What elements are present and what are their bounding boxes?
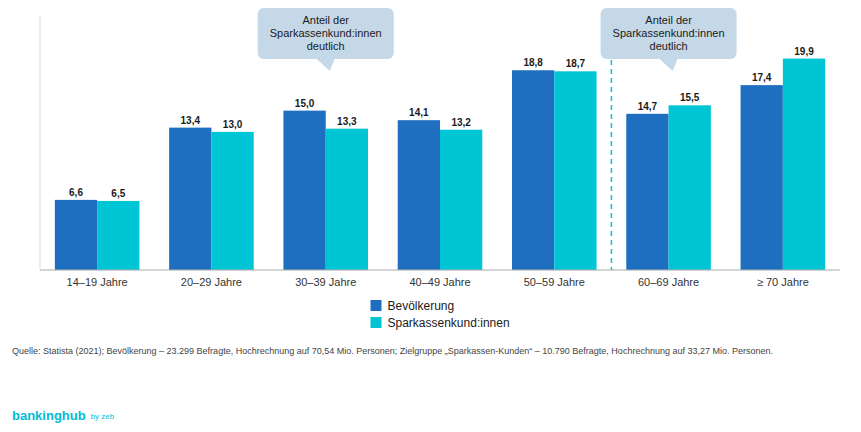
bar bbox=[326, 129, 368, 270]
callout-tail bbox=[317, 59, 335, 71]
legend-label: Sparkassenkund:innen bbox=[388, 316, 510, 330]
x-tick-label: 60–69 Jahre bbox=[638, 276, 699, 288]
x-tick-label: 14–19 Jahre bbox=[67, 276, 128, 288]
x-tick-label: 30–39 Jahre bbox=[295, 276, 356, 288]
callout: Anteil derSparkassenkund:innendeutlich bbox=[258, 8, 394, 71]
data-label: 19,9 bbox=[794, 46, 814, 57]
data-label: 15,5 bbox=[680, 92, 700, 103]
callout-line: Sparkassenkund:innen bbox=[270, 27, 382, 39]
x-tick-label: 20–29 Jahre bbox=[181, 276, 242, 288]
callout: Anteil derSparkassenkund:innendeutlich bbox=[601, 8, 737, 71]
data-labels: 6,6 13,4 15,0 14,1 18,8 14,7 17,4 6,5 13,0 13,3 13… bbox=[69, 46, 814, 199]
data-label: 13,4 bbox=[181, 115, 201, 126]
bar bbox=[169, 128, 211, 270]
callout-box bbox=[601, 8, 737, 59]
bar bbox=[440, 130, 482, 270]
data-label: 17,4 bbox=[752, 72, 772, 83]
data-label: 14,7 bbox=[638, 101, 658, 112]
data-label: 6,5 bbox=[111, 188, 125, 199]
legend-label: Bevölkerung bbox=[388, 299, 455, 313]
source-text: Quelle: Statista (2021); Bevölkerung – 2… bbox=[12, 346, 847, 357]
bar bbox=[398, 120, 440, 270]
x-tick-label: 40–49 Jahre bbox=[409, 276, 470, 288]
legend-swatch bbox=[371, 317, 382, 328]
data-label: 18,7 bbox=[566, 58, 586, 69]
legend: Bevölkerung Sparkassenkund:innen bbox=[371, 299, 510, 330]
bar bbox=[512, 70, 554, 270]
bar bbox=[97, 201, 139, 270]
callout-line: deutlich bbox=[307, 40, 345, 52]
x-tick-label: 50–59 Jahre bbox=[524, 276, 585, 288]
logo-subtext: by zeb bbox=[91, 412, 115, 421]
callout-line: Anteil der bbox=[645, 14, 692, 26]
logo-text: bankinghub bbox=[12, 408, 86, 423]
callout-line: deutlich bbox=[650, 40, 688, 52]
callout-text: Anteil derSparkassenkund:innendeutlich bbox=[270, 14, 382, 52]
x-tick-label: ≥ 70 Jahre bbox=[757, 276, 809, 288]
data-label: 14,1 bbox=[409, 107, 429, 118]
bar bbox=[783, 59, 825, 270]
x-axis-line bbox=[40, 270, 840, 271]
bar bbox=[741, 85, 783, 270]
data-label: 6,6 bbox=[69, 187, 83, 198]
callout-box bbox=[258, 8, 394, 59]
legend-swatch bbox=[371, 300, 382, 311]
y-axis-line bbox=[40, 15, 41, 270]
callout-tail bbox=[660, 59, 678, 71]
data-label: 13,0 bbox=[223, 119, 243, 130]
callout-text: Anteil derSparkassenkund:innendeutlich bbox=[613, 14, 725, 52]
bar bbox=[211, 132, 253, 270]
data-label: 13,2 bbox=[451, 117, 471, 128]
bar bbox=[626, 114, 668, 270]
bar bbox=[554, 71, 596, 270]
callout-line: Anteil der bbox=[302, 14, 349, 26]
callout-line: Sparkassenkund:innen bbox=[613, 27, 725, 39]
bar bbox=[55, 200, 97, 270]
data-label: 18,8 bbox=[523, 57, 543, 68]
bars bbox=[55, 59, 825, 270]
bar bbox=[669, 105, 711, 270]
data-label: 13,3 bbox=[337, 116, 357, 127]
data-label: 15,0 bbox=[295, 98, 315, 109]
bar bbox=[283, 111, 325, 270]
